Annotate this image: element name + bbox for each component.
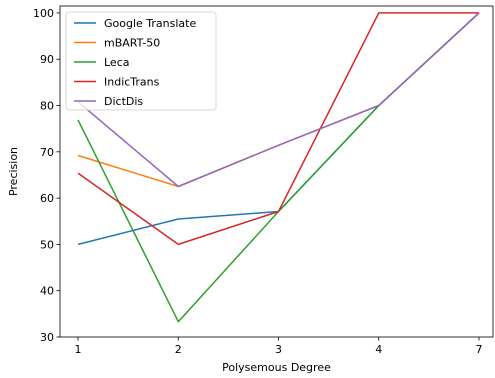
x-tick-label: 4 [375, 343, 382, 356]
y-tick-label: 100 [33, 7, 54, 20]
series-layer [77, 12, 480, 323]
y-tick-label: 40 [40, 285, 54, 298]
y-tick-label: 60 [40, 192, 54, 205]
x-tick-label: 7 [476, 343, 483, 356]
x-tick-label: 2 [175, 343, 182, 356]
legend-entry: Leca [104, 56, 130, 69]
x-tick-label: 1 [75, 343, 82, 356]
y-tick-label: 70 [40, 146, 54, 159]
x-tick-label: 3 [275, 343, 282, 356]
y-tick-label: 90 [40, 53, 54, 66]
y-tick-label: 30 [40, 331, 54, 344]
legend-box [65, 11, 217, 111]
y-axis: 30 40 50 60 70 80 90 100 [33, 7, 60, 344]
legend-entry: mBART-50 [104, 37, 160, 50]
x-axis: 1 2 3 4 7 [75, 337, 483, 356]
legend-entry: Google Translate [104, 17, 196, 30]
plot-frame [59, 5, 494, 338]
series-line-4 [77, 12, 480, 188]
legend-entry: IndicTrans [104, 76, 160, 89]
y-axis-label: Precision [7, 147, 20, 196]
y-tick-label: 50 [40, 238, 54, 251]
legend: Google Translate mBART-50 Leca IndicTrans Di… [65, 11, 217, 111]
y-tick-label: 80 [40, 100, 54, 113]
legend-entry: DictDis [104, 95, 143, 108]
x-axis-label: Polysemous Degree [222, 361, 331, 374]
series-line-3 [77, 12, 479, 246]
